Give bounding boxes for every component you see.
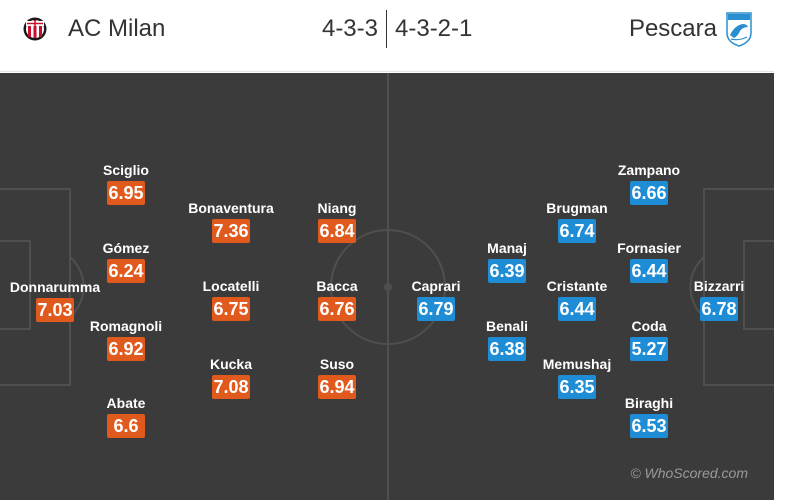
player-memushaj[interactable]: Memushaj 6.35 [517, 355, 637, 399]
pescara-crest-icon [726, 12, 752, 47]
player-rating: 7.03 [36, 298, 74, 322]
player-coda[interactable]: Coda 5.27 [589, 317, 709, 361]
player-rating: 6.6 [107, 414, 145, 438]
player-rating: 6.35 [558, 375, 596, 399]
player-benali[interactable]: Benali 6.38 [447, 317, 567, 361]
player-sciglio[interactable]: Sciglio 6.95 [66, 161, 186, 205]
player-rating: 6.38 [488, 337, 526, 361]
player-name: Romagnoli [89, 318, 163, 334]
player-name: Bacca [316, 278, 358, 294]
player-rating: 6.76 [318, 297, 356, 321]
formation-divider [386, 10, 387, 48]
player-rating: 6.95 [107, 181, 145, 205]
player-rating: 6.74 [558, 219, 596, 243]
player-abate[interactable]: Abate 6.6 [66, 394, 186, 438]
player-name: Biraghi [624, 395, 674, 411]
player-rating: 6.94 [318, 375, 356, 399]
player-rating: 6.44 [558, 297, 596, 321]
player-rating: 6.24 [107, 259, 145, 283]
player-name: Memushaj [542, 356, 612, 372]
player-rating: 6.92 [107, 337, 145, 361]
player-bonaventura[interactable]: Bonaventura 7.36 [171, 199, 291, 243]
player-name: Niang [317, 200, 357, 216]
player-fornasier[interactable]: Fornasier 6.44 [589, 239, 709, 283]
player-name: Abate [106, 395, 146, 411]
pitch: Donnarumma 7.03 Sciglio 6.95 Gómez 6.24 … [0, 73, 774, 500]
player-name: Zampano [617, 162, 681, 178]
player-rating: 5.27 [630, 337, 668, 361]
player-rating: 6.84 [318, 219, 356, 243]
player-rating: 7.36 [212, 219, 250, 243]
player-rating: 6.39 [488, 259, 526, 283]
player-name: Kucka [209, 356, 253, 372]
player-donnarumma[interactable]: Donnarumma 7.03 [0, 278, 115, 322]
player-rating: 6.44 [630, 259, 668, 283]
player-rating: 7.08 [212, 375, 250, 399]
player-niang[interactable]: Niang 6.84 [277, 199, 397, 243]
player-cristante[interactable]: Cristante 6.44 [517, 277, 637, 321]
pitch-markings [0, 73, 774, 500]
player-name: Bonaventura [188, 200, 274, 216]
player-name: Donnarumma [9, 279, 101, 295]
player-zampano[interactable]: Zampano 6.66 [589, 161, 709, 205]
whoscored-watermark: © WhoScored.com [630, 465, 748, 481]
away-team-name: Pescara [628, 15, 717, 42]
home-formation: 4-3-3 [321, 15, 378, 42]
player-bacca[interactable]: Bacca 6.76 [277, 277, 397, 321]
player-brugman[interactable]: Brugman 6.74 [517, 199, 637, 243]
player-rating: 6.79 [417, 297, 455, 321]
player-manaj[interactable]: Manaj 6.39 [447, 239, 567, 283]
match-header: AC Milan 4-3-3 4-3-2-1 Pescara [0, 0, 774, 72]
player-name: Gómez [102, 240, 150, 256]
player-rating: 6.75 [212, 297, 250, 321]
player-name: Brugman [546, 200, 608, 216]
player-rating: 6.53 [630, 414, 668, 438]
player-name: Locatelli [202, 278, 260, 294]
player-name: Suso [319, 356, 355, 372]
player-name: Cristante [546, 278, 608, 294]
player-name: Coda [631, 318, 667, 334]
player-name: Fornasier [617, 240, 681, 256]
ac-milan-crest-icon [23, 17, 47, 41]
player-rating: 6.78 [700, 297, 738, 321]
player-biraghi[interactable]: Biraghi 6.53 [589, 394, 709, 438]
player-rating: 6.66 [630, 181, 668, 205]
home-team-name: AC Milan [68, 15, 166, 42]
player-suso[interactable]: Suso 6.94 [277, 355, 397, 399]
player-name: Benali [485, 318, 528, 334]
player-gomez[interactable]: Gómez 6.24 [66, 239, 186, 283]
player-name: Sciglio [103, 162, 149, 178]
player-locatelli[interactable]: Locatelli 6.75 [171, 277, 291, 321]
player-romagnoli[interactable]: Romagnoli 6.92 [66, 317, 186, 361]
player-name: Bizzarri [693, 278, 745, 294]
player-caprari[interactable]: Caprari 6.79 [376, 277, 496, 321]
player-kucka[interactable]: Kucka 7.08 [171, 355, 291, 399]
player-name: Manaj [487, 240, 527, 256]
player-bizzarri[interactable]: Bizzarri 6.78 [659, 277, 774, 321]
away-formation: 4-3-2-1 [395, 15, 473, 42]
player-name: Caprari [411, 278, 461, 294]
